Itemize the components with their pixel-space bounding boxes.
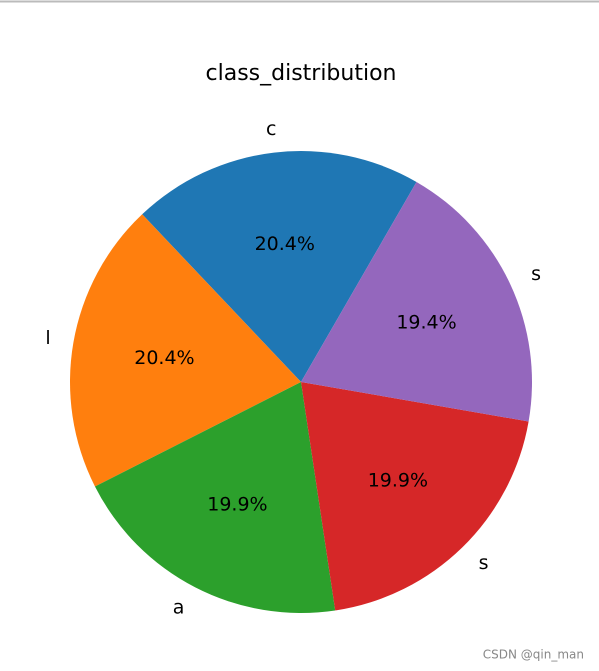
chart-title: class_distribution — [206, 61, 397, 86]
pie-slice — [70, 214, 301, 487]
slice-label: s — [531, 263, 541, 285]
percent-label: 19.9% — [368, 470, 428, 492]
percent-label: 19.4% — [396, 312, 456, 334]
watermark: CSDN @qin_man — [483, 648, 584, 662]
percent-label: 20.4% — [134, 347, 194, 369]
slice-label: c — [266, 118, 276, 140]
pie-slice — [142, 151, 417, 382]
pie-slice — [301, 181, 532, 422]
pie-slice — [301, 382, 529, 611]
pie-slice — [94, 382, 336, 613]
slice-label: s — [479, 552, 489, 574]
percent-label: 20.4% — [255, 233, 315, 255]
slice-label: l — [45, 327, 50, 349]
percent-label: 19.9% — [207, 494, 267, 516]
slice-label: a — [173, 596, 185, 618]
